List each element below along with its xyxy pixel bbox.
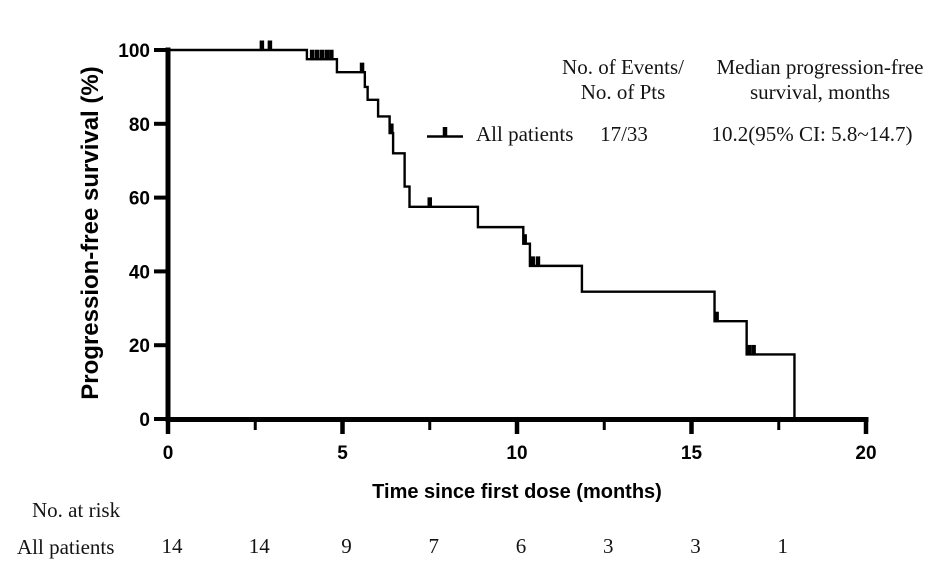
y-axis-tick-label: 100 bbox=[118, 41, 150, 62]
x-axis-tick-label: 5 bbox=[337, 443, 348, 464]
y-axis-tick-label: 80 bbox=[129, 115, 150, 136]
at-risk-row-label: All patients bbox=[17, 535, 115, 559]
y-axis-tick-label: 20 bbox=[129, 336, 150, 357]
events-column-header-line1: No. of Events/ bbox=[562, 55, 684, 79]
at-risk-title: No. at risk bbox=[32, 498, 121, 522]
events-value: 17/33 bbox=[600, 122, 648, 146]
legend-series-label: All patients bbox=[476, 122, 574, 146]
y-axis-tick-label: 40 bbox=[129, 262, 150, 283]
events-column-header: No. of Events/ No. of Pts bbox=[562, 55, 684, 105]
at-risk-value: 3 bbox=[690, 534, 701, 558]
x-axis-title: Time since first dose (months) bbox=[372, 481, 662, 503]
median-column-header-line1: Median progression-free bbox=[716, 55, 924, 79]
median-value: 10.2(95% CI: 5.8~14.7) bbox=[711, 122, 913, 146]
x-axis-tick-label: 0 bbox=[163, 443, 174, 464]
at-risk-value: 9 bbox=[341, 534, 352, 558]
x-axis-tick-label: 20 bbox=[855, 443, 876, 464]
median-column-header: Median progression-free survival, months bbox=[716, 55, 923, 105]
at-risk-value: 1 bbox=[777, 534, 789, 558]
y-axis-title: Progression-free survival (%) bbox=[77, 66, 104, 400]
y-axis-tick-label: 60 bbox=[129, 189, 150, 210]
x-axis-tick-label: 15 bbox=[681, 443, 703, 464]
survival-curve bbox=[168, 48, 796, 419]
at-risk-value: 14 bbox=[248, 534, 270, 558]
y-axis-tick-label: 0 bbox=[139, 410, 150, 431]
x-axis-tick-label: 10 bbox=[506, 443, 527, 464]
at-risk-value: 6 bbox=[515, 534, 527, 558]
at-risk-value: 14 bbox=[161, 534, 183, 558]
events-column-header-line2: No. of Pts bbox=[580, 80, 666, 104]
at-risk-value: 7 bbox=[428, 534, 440, 558]
at-risk-value: 3 bbox=[603, 534, 614, 558]
median-column-header-line2: survival, months bbox=[749, 80, 890, 104]
